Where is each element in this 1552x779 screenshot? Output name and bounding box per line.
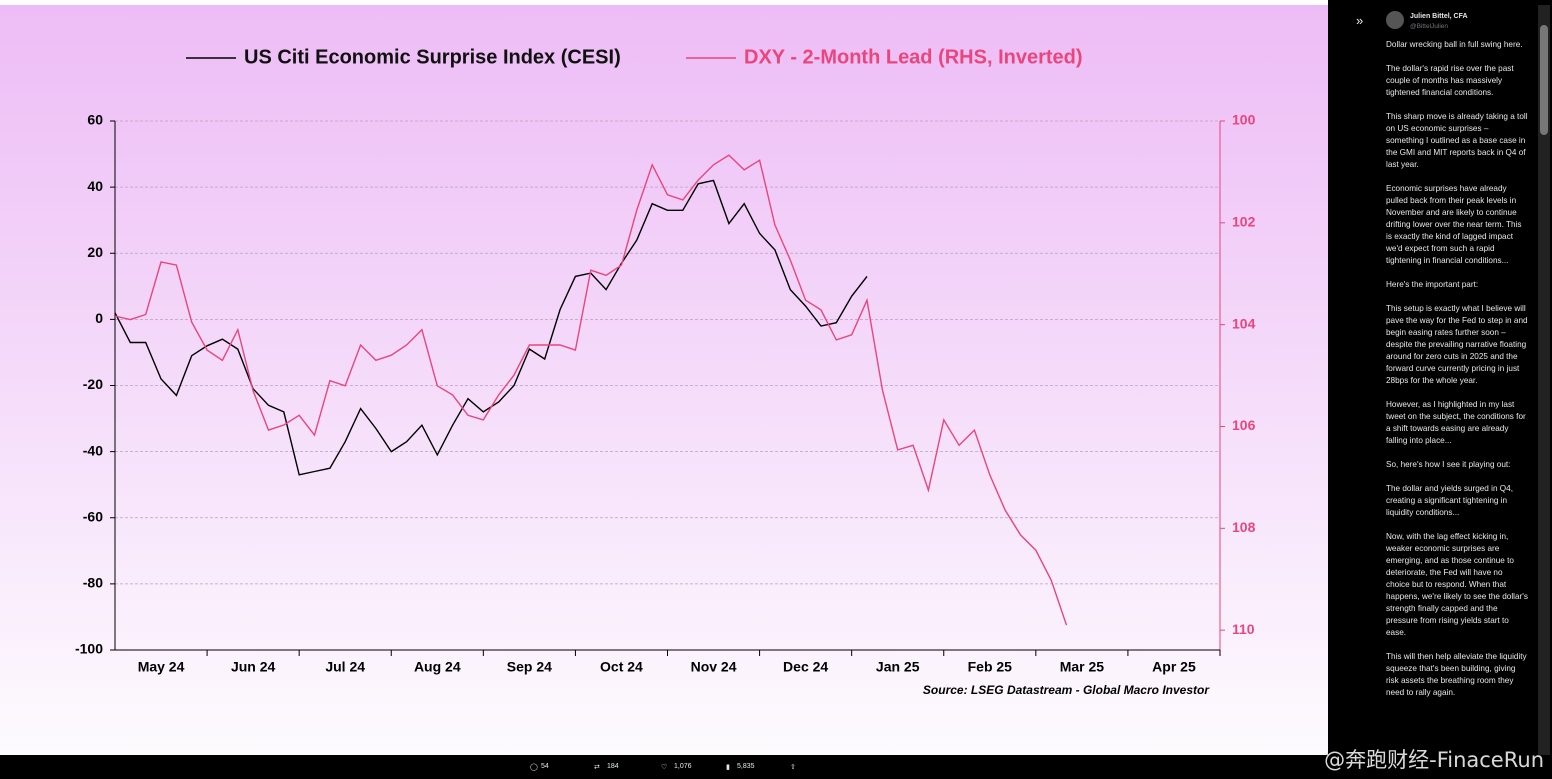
x-tick-label: May 24	[138, 659, 185, 675]
tweet-paragraph: This will then help alleviate the liquid…	[1386, 652, 1527, 697]
x-tick-label: Mar 25	[1060, 659, 1105, 675]
reply-count: 54	[541, 763, 549, 770]
top-strip	[0, 0, 1328, 5]
collapse-icon[interactable]: »	[1356, 13, 1364, 28]
tweet-paragraph: Now, with the lag effect kicking in, wea…	[1386, 532, 1528, 637]
tweet-text: Dollar wrecking ball in full swing here.…	[1386, 39, 1528, 711]
watermark: @奔跑财经-FinaceRun	[1324, 748, 1544, 772]
views-icon[interactable]: ▮	[726, 764, 730, 771]
y2-tick-label: 108	[1232, 519, 1256, 535]
source-note: Source: LSEG Datastream - Global Macro I…	[923, 683, 1210, 697]
chart: Source: LSEG Datastream - Global Macro I…	[0, 0, 1328, 755]
x-tick-label: Oct 24	[600, 659, 643, 675]
y-tick-label: -100	[75, 641, 103, 657]
y-tick-label: 0	[95, 310, 103, 326]
tweet-panel: » Julien Bittel, CFA @BittelJulien Dolla…	[1328, 5, 1538, 755]
y-tick-label: -20	[83, 376, 103, 392]
tweet-paragraph: However, as I highlighted in my last twe…	[1386, 400, 1526, 445]
tweet-paragraph: Economic surprises have already pulled b…	[1386, 184, 1522, 265]
x-tick-label: Apr 25	[1152, 659, 1196, 675]
tweet-paragraph: Dollar wrecking ball in full swing here.	[1386, 40, 1523, 49]
x-tick-label: Jan 25	[876, 659, 920, 675]
y2-tick-label: 110	[1232, 621, 1255, 637]
views-count: 5,835	[737, 763, 755, 770]
action-bar: ◯ 54 ⇄ 184 ♡ 1,076 ▮ 5,835 ⇧	[0, 755, 1552, 779]
scrollbar[interactable]	[1538, 5, 1550, 755]
tweet-paragraph: Here's the important part:	[1386, 280, 1479, 289]
y-tick-label: -80	[83, 575, 103, 591]
share-icon[interactable]: ⇧	[790, 764, 796, 771]
y-tick-label: 20	[87, 244, 103, 260]
y2-tick-label: 102	[1232, 214, 1256, 230]
series-line	[114, 154, 1068, 626]
x-tick-label: Sep 24	[507, 659, 552, 675]
scroll-thumb[interactable]	[1540, 25, 1548, 135]
tweet-paragraph: The dollar's rapid rise over the past co…	[1386, 64, 1514, 97]
repost-count: 184	[607, 763, 619, 770]
author-handle[interactable]: @BittelJulien	[1410, 23, 1449, 30]
chart-background	[0, 5, 1328, 755]
author-name[interactable]: Julien Bittel, CFA	[1410, 13, 1468, 20]
y-tick-label: -60	[83, 508, 103, 524]
x-tick-label: Jul 24	[325, 659, 365, 675]
y-tick-label: -40	[83, 442, 103, 458]
tweet-paragraph: So, here's how I see it playing out:	[1386, 460, 1511, 469]
repost-icon[interactable]: ⇄	[594, 764, 600, 771]
avatar[interactable]	[1386, 11, 1404, 29]
like-count: 1,076	[674, 763, 692, 770]
like-icon[interactable]: ♡	[661, 764, 668, 771]
y2-tick-label: 104	[1232, 315, 1256, 331]
y2-tick-label: 100	[1232, 112, 1256, 128]
reply-icon[interactable]: ◯	[530, 764, 538, 771]
x-tick-label: Dec 24	[783, 659, 828, 675]
x-tick-label: Jun 24	[231, 659, 276, 675]
tweet-paragraph: The dollar and yields surged in Q4, crea…	[1386, 484, 1513, 517]
y-tick-label: 60	[87, 112, 103, 128]
x-tick-label: Nov 24	[691, 659, 737, 675]
y2-tick-label: 106	[1232, 417, 1256, 433]
x-tick-label: Feb 25	[968, 659, 1013, 675]
x-tick-label: Aug 24	[414, 659, 461, 675]
legend-label: DXY - 2-Month Lead (RHS, Inverted)	[744, 46, 1083, 68]
tweet-paragraph: This setup is exactly what I believe wil…	[1386, 304, 1528, 385]
y-tick-label: 40	[87, 178, 103, 194]
legend-label: US Citi Economic Surprise Index (CESI)	[244, 46, 621, 68]
tweet-paragraph: This sharp move is already taking a toll…	[1386, 112, 1528, 169]
